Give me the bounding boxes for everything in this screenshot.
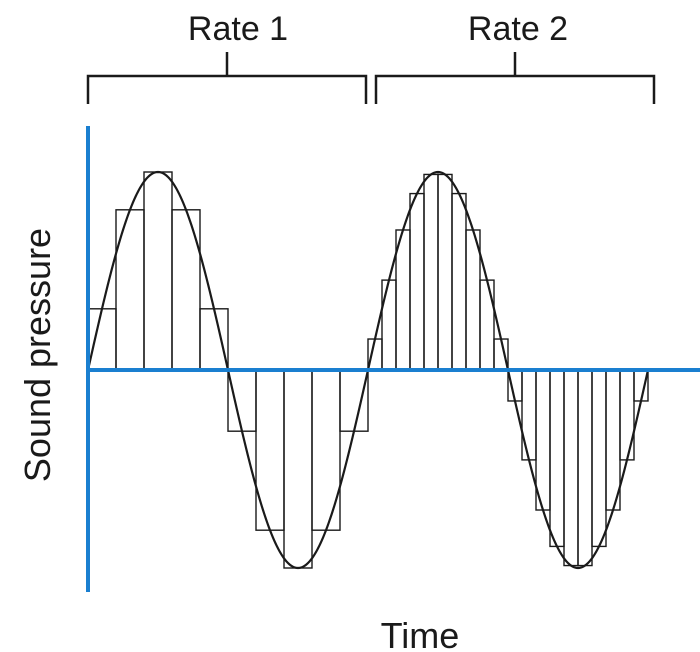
sample-bar bbox=[438, 174, 452, 370]
rate-2-label: Rate 2 bbox=[468, 10, 568, 48]
sample-bar bbox=[88, 309, 116, 370]
y-axis-title: Sound pressure bbox=[17, 228, 58, 482]
sample-bar bbox=[592, 370, 606, 546]
sample-bar bbox=[578, 370, 592, 566]
sample-bar bbox=[466, 230, 480, 370]
sample-bar bbox=[172, 210, 200, 370]
sample-bar bbox=[340, 370, 368, 431]
sample-bar bbox=[480, 280, 494, 370]
rate-2-bracket bbox=[376, 52, 654, 104]
sample-bar bbox=[410, 194, 424, 370]
sample-bar bbox=[116, 210, 144, 370]
sample-bar bbox=[606, 370, 620, 510]
sample-bar bbox=[144, 172, 172, 370]
x-axis-title: Time bbox=[381, 615, 460, 652]
sample-bar bbox=[550, 370, 564, 546]
sample-bar bbox=[424, 174, 438, 370]
sample-bar bbox=[200, 309, 228, 370]
sample-bar bbox=[284, 370, 312, 568]
sample-bar bbox=[564, 370, 578, 566]
sample-bar bbox=[452, 194, 466, 370]
sample-bar bbox=[228, 370, 256, 431]
sample-bar bbox=[382, 280, 396, 370]
sample-bar bbox=[396, 230, 410, 370]
rate-1-label: Rate 1 bbox=[188, 10, 288, 48]
sample-bar bbox=[256, 370, 284, 530]
sample-bar bbox=[522, 370, 536, 460]
sample-bar bbox=[620, 370, 634, 460]
sample-bar bbox=[312, 370, 340, 530]
sample-bar bbox=[536, 370, 550, 510]
rate-1-bracket bbox=[88, 52, 366, 104]
